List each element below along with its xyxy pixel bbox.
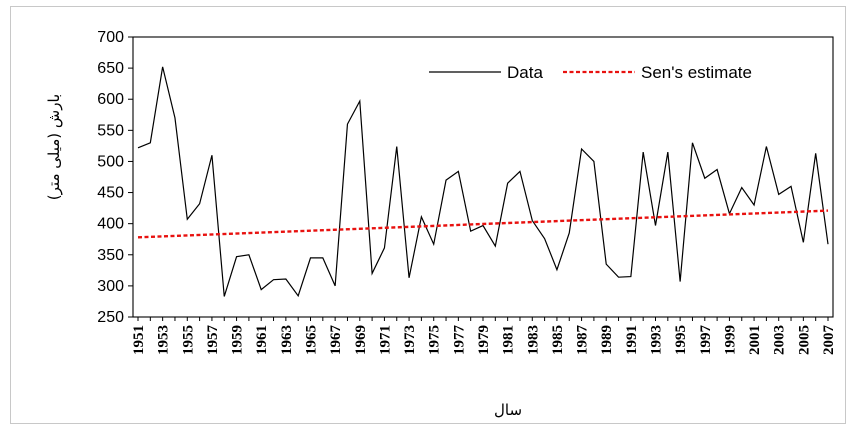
- y-tick-label: 600: [97, 91, 124, 108]
- x-tick-label: 1955: [180, 325, 196, 355]
- x-tick-label: 2007: [821, 325, 837, 356]
- series-line-sens-estimate: [137, 209, 829, 239]
- x-tick-label: 1961: [254, 325, 270, 355]
- x-tick-label: 1997: [698, 325, 714, 356]
- x-tick-label: 1995: [673, 325, 689, 355]
- x-tick-label: 1973: [402, 325, 418, 355]
- x-tick-label: 2005: [796, 325, 812, 355]
- x-tick-label: 1985: [550, 325, 566, 355]
- x-tick-label: 1991: [624, 325, 640, 355]
- x-tick-label: 1977: [451, 325, 467, 356]
- y-tick-label: 450: [97, 185, 124, 202]
- legend: Data Sen's estimate: [429, 63, 752, 82]
- legend-sens-label: Sen's estimate: [641, 63, 752, 82]
- x-tick-label: 1957: [205, 325, 221, 356]
- y-tick-label: 700: [97, 29, 124, 46]
- x-tick-label: 1989: [599, 325, 615, 355]
- x-tick-label: 1987: [575, 325, 591, 356]
- legend-data-label: Data: [507, 63, 543, 82]
- y-tick-label: 550: [97, 122, 124, 139]
- y-tick-label: 350: [97, 247, 124, 264]
- x-tick-label: 1953: [156, 325, 172, 355]
- plot-area: 250 300 350 400 450 500 550 600 650 700 1951 1953 19…: [97, 29, 837, 355]
- x-tick-label: 2003: [772, 325, 788, 355]
- x-tick-label: 1965: [304, 325, 320, 355]
- x-tick-label: 1967: [328, 325, 344, 356]
- x-tick-label: 1975: [427, 325, 443, 355]
- x-tick-label: 1963: [279, 325, 295, 355]
- y-tick-label: 250: [97, 309, 124, 326]
- y-tick-label: 400: [97, 216, 124, 233]
- x-tick-label: 1999: [722, 325, 738, 355]
- y-tick-label: 650: [97, 60, 124, 77]
- x-tick-label: 1951: [131, 325, 147, 355]
- x-tick-label: 1959: [230, 325, 246, 355]
- x-tick-label: 1993: [649, 325, 665, 355]
- x-tick-label: 1981: [501, 325, 517, 355]
- x-tick-label: 1969: [353, 325, 369, 355]
- x-tick-label: 2001: [747, 325, 763, 355]
- y-tick-label: 500: [97, 153, 124, 170]
- x-axis-title: سال: [494, 401, 522, 419]
- x-tick-label: 1971: [377, 325, 393, 355]
- y-axis-title: بارش (میلی متر): [45, 94, 63, 200]
- y-tick-label: 300: [97, 278, 124, 295]
- chart-frame: بارش (میلی متر) سال 250 300 350 400 450 500 55…: [10, 6, 846, 424]
- series-line-data: [137, 66, 829, 298]
- precipitation-chart: بارش (میلی متر) سال 250 300 350 400 450 500 55…: [45, 29, 837, 419]
- x-tick-label: 1979: [476, 325, 492, 355]
- x-tick-label: 1983: [525, 325, 541, 355]
